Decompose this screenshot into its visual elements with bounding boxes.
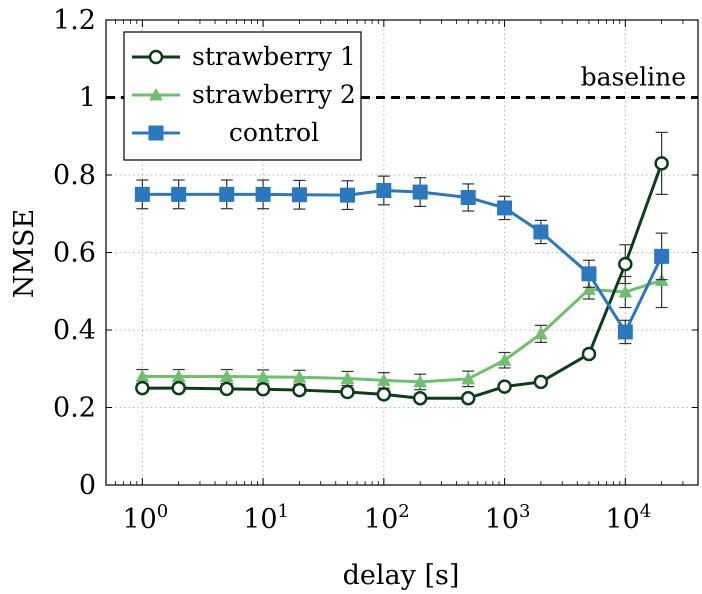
data-point	[618, 284, 633, 298]
y-tick-label: 0.2	[53, 393, 96, 424]
data-point	[255, 186, 271, 202]
data-point	[582, 282, 596, 295]
data-point	[581, 266, 597, 282]
axis-ticks: 0 0.2 0.4 0.6 0.8 1 1.2 100 101 102 103 104	[53, 5, 698, 535]
data-point	[171, 186, 187, 202]
data-point	[460, 390, 476, 406]
data-point	[171, 380, 186, 396]
data-point	[134, 186, 150, 202]
data-point	[292, 370, 307, 383]
x-tick-label: 102	[364, 501, 410, 535]
data-point	[376, 387, 392, 402]
data-point	[654, 156, 669, 171]
y-axis-label: NMSE	[9, 209, 40, 298]
data-point	[376, 183, 392, 198]
data-point	[340, 384, 355, 400]
data-point	[497, 200, 513, 216]
data-point	[533, 224, 549, 240]
data-point	[534, 326, 548, 340]
y-tick-label: 1	[79, 83, 96, 114]
data-point	[413, 374, 428, 388]
y-tick-label: 0.4	[53, 315, 96, 346]
data-point	[497, 379, 512, 394]
y-tick-label: 0.6	[53, 238, 96, 269]
baseline-label: baseline	[581, 63, 686, 92]
legend: strawberry 1 strawberry 2 control	[123, 31, 362, 161]
data-point	[376, 373, 391, 386]
y-tick-label: 0	[79, 470, 96, 501]
data-point	[533, 374, 549, 390]
data-point	[461, 371, 476, 385]
legend-marker	[148, 125, 164, 141]
series-layer	[134, 131, 670, 406]
data-point	[219, 369, 234, 382]
data-point	[135, 380, 150, 396]
data-point	[617, 324, 633, 340]
legend-label: strawberry 1	[192, 42, 356, 71]
y-tick-label: 0.8	[53, 160, 96, 191]
series-control	[134, 175, 670, 345]
y-tick-label: 1.2	[53, 5, 96, 36]
data-point	[497, 353, 512, 366]
series-line	[142, 189, 664, 334]
data-point	[292, 382, 307, 398]
data-point	[291, 187, 307, 203]
x-axis-label: delay [s]	[343, 560, 460, 591]
data-point	[654, 248, 670, 264]
data-point	[412, 184, 428, 200]
series-line	[142, 278, 663, 384]
legend-label: strawberry 2	[192, 80, 356, 109]
series-strawberry-1	[135, 131, 669, 406]
data-point	[412, 390, 428, 406]
x-tick-label: 101	[243, 501, 289, 535]
legend-marker	[149, 87, 163, 101]
data-point	[255, 382, 271, 397]
data-point	[339, 187, 355, 203]
data-point	[618, 256, 633, 272]
data-point	[219, 381, 234, 397]
data-point	[460, 189, 476, 205]
data-point	[340, 371, 355, 384]
legend-label: control	[229, 118, 319, 147]
x-tick-label: 100	[122, 501, 168, 535]
data-point	[256, 369, 270, 383]
data-point	[219, 186, 235, 202]
legend-marker	[148, 49, 164, 65]
x-tick-label: 103	[485, 501, 531, 535]
data-point	[581, 346, 597, 362]
x-tick-label: 104	[605, 501, 651, 535]
